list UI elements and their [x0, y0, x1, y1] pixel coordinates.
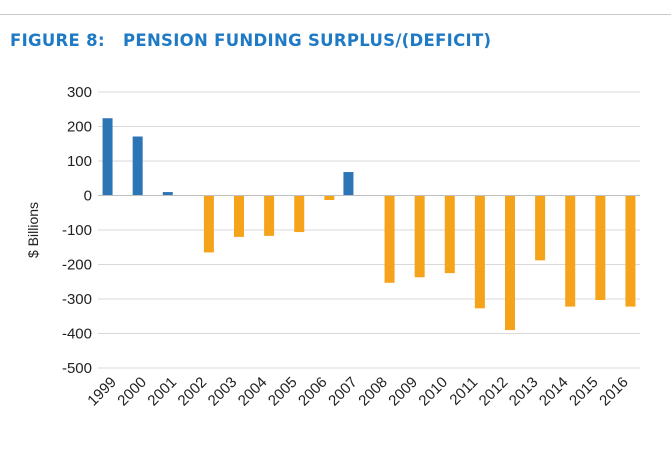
bar: [203, 195, 214, 253]
y-tick-label: 200: [67, 119, 92, 136]
x-tick-label: 2010: [415, 374, 451, 410]
bar: [324, 195, 335, 200]
bar: [343, 172, 354, 196]
x-tick-label: 2000: [114, 374, 150, 410]
x-tick-label: 2002: [175, 374, 211, 410]
bar: [264, 195, 275, 236]
y-tick-label: -400: [62, 326, 92, 343]
y-tick-label: 300: [67, 84, 92, 101]
figure-title: FIGURE 8: PENSION FUNDING SURPLUS/(DEFIC…: [10, 31, 492, 50]
bar: [505, 195, 515, 331]
x-tick-label: 2006: [295, 374, 331, 410]
bar: [414, 195, 425, 278]
top-rule: [0, 14, 671, 15]
y-tick-label: -500: [62, 360, 92, 377]
bar: [162, 192, 173, 196]
bar: [132, 136, 143, 196]
x-tick-label: 2014: [536, 374, 572, 410]
y-tick-label: -100: [62, 222, 92, 239]
bar: [444, 195, 455, 274]
y-tick-label: -300: [62, 291, 92, 308]
x-tick-label: 2004: [235, 374, 271, 410]
x-tick-label: 2005: [265, 374, 301, 410]
x-tick-label: 1999: [84, 374, 120, 410]
x-tick-label: 2013: [506, 374, 542, 410]
x-tick-label: 2015: [566, 374, 602, 410]
y-tick-label: 0: [84, 188, 92, 205]
bar: [474, 195, 485, 309]
x-tick-labels: 1999200020012002200320042005200620072008…: [84, 374, 632, 410]
bar: [625, 195, 636, 307]
bar: [102, 118, 113, 196]
x-tick-label: 2003: [205, 374, 241, 410]
y-tick-label: 100: [67, 153, 92, 170]
bar: [234, 195, 244, 237]
x-tick-label: 2001: [144, 374, 180, 410]
y-tick-label: -200: [62, 257, 92, 274]
x-tick-label: 2011: [446, 374, 481, 409]
bar: [384, 195, 395, 283]
x-tick-label: 2009: [385, 374, 421, 410]
x-tick-label: 2007: [325, 374, 361, 410]
y-axis-label: $ Billions: [25, 202, 41, 258]
x-tick-label: 2016: [596, 374, 632, 410]
bar: [294, 195, 305, 233]
x-tick-label: 2012: [476, 374, 512, 410]
x-tick-label: 2008: [355, 374, 391, 410]
grid-lines: [98, 91, 640, 369]
bar: [565, 195, 576, 307]
bar: [535, 195, 546, 261]
bars: [102, 118, 636, 331]
bar: [595, 195, 606, 301]
y-tick-labels: 300 200 100 0 -100 -200 -300 -400 -500: [62, 84, 92, 377]
